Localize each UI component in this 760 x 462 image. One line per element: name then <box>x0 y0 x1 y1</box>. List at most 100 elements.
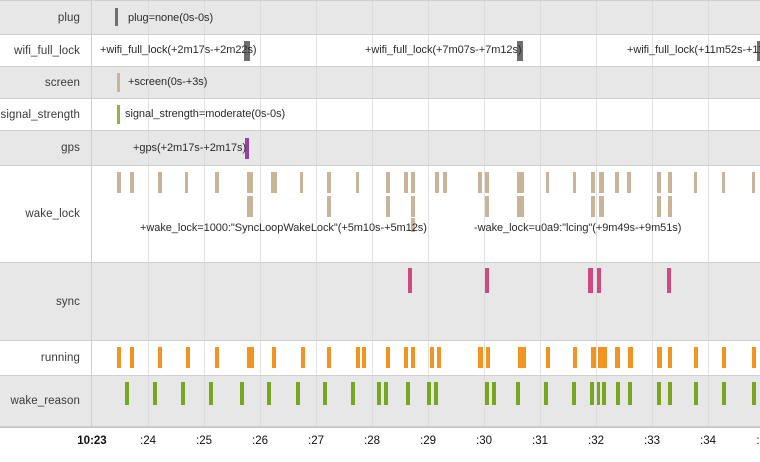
event-bar-wifi_full_lock[interactable] <box>517 41 523 61</box>
event-bar-running[interactable] <box>668 347 672 368</box>
timeline-row-wifi_full_lock[interactable]: wifi_full_lock +wifi_full_lock(+2m17s-+2m… <box>0 35 760 67</box>
event-bar-wake_reason[interactable] <box>427 382 431 405</box>
event-bar-running[interactable] <box>411 347 415 368</box>
event-bar-wake_lock[interactable] <box>478 172 482 193</box>
event-bar-wake_reason[interactable] <box>296 382 300 405</box>
event-bar-wake_lock[interactable] <box>591 172 595 193</box>
event-bar-wake_reason[interactable] <box>752 382 756 405</box>
event-bar-wake_reason[interactable] <box>377 382 381 405</box>
event-bar-running[interactable] <box>117 347 121 368</box>
event-bar-wake_reason[interactable] <box>492 382 496 405</box>
event-bar-wake_lock[interactable] <box>435 172 439 193</box>
event-bar-wake_lock[interactable] <box>615 172 619 193</box>
event-bar-wake_reason[interactable] <box>657 382 661 405</box>
event-bar-wake_reason[interactable] <box>628 382 632 405</box>
event-bar-wake_reason[interactable] <box>668 382 672 405</box>
event-bar-sync[interactable] <box>667 268 671 293</box>
event-bar-wake_lock[interactable] <box>386 172 390 193</box>
event-bar-wake_reason[interactable] <box>602 382 606 405</box>
event-bar-sync[interactable] <box>588 268 593 293</box>
event-bar-running[interactable] <box>130 347 134 368</box>
row-plot-wake_lock[interactable]: +wake_lock=1000:"SyncLoopWakeLock"(+5m10… <box>92 166 760 262</box>
event-bar-plug[interactable] <box>115 8 118 26</box>
event-bar-wake_lock[interactable] <box>185 172 188 193</box>
timeline-row-gps[interactable]: gps +gps(+2m17s-+2m17s) <box>0 131 760 166</box>
event-bar-running[interactable] <box>437 347 441 368</box>
event-bar-running[interactable] <box>615 347 620 368</box>
event-bar-wake_lock[interactable] <box>517 196 524 217</box>
event-bar-wake_lock[interactable] <box>327 196 331 217</box>
event-bar-running[interactable] <box>272 347 276 368</box>
event-bar-wake_reason[interactable] <box>209 382 213 405</box>
event-bar-wake_lock[interactable] <box>694 172 697 193</box>
event-bar-wake_reason[interactable] <box>572 382 576 405</box>
event-bar-wake_reason[interactable] <box>267 382 271 405</box>
event-bar-wake_lock[interactable] <box>356 172 359 193</box>
event-bar-running[interactable] <box>722 347 726 368</box>
event-bar-wake_lock[interactable] <box>599 172 604 193</box>
event-bar-running[interactable] <box>327 347 331 368</box>
timeline-row-screen[interactable]: screen +screen(0s-+3s) <box>0 67 760 99</box>
event-bar-running[interactable] <box>598 347 607 368</box>
event-bar-wake_lock[interactable] <box>722 172 725 193</box>
event-bar-wifi_full_lock[interactable] <box>757 41 760 61</box>
event-bar-wifi_full_lock[interactable] <box>244 41 250 61</box>
event-bar-wake_lock[interactable] <box>668 196 672 217</box>
event-bar-running[interactable] <box>573 347 577 368</box>
event-bar-wake_reason[interactable] <box>694 382 698 405</box>
event-bar-running[interactable] <box>356 347 360 368</box>
event-bar-running[interactable] <box>158 347 162 368</box>
event-bar-wake_reason[interactable] <box>544 382 548 405</box>
event-bar-wake_lock[interactable] <box>599 196 604 217</box>
event-bar-wake_lock[interactable] <box>657 196 661 217</box>
event-bar-screen[interactable] <box>117 73 120 92</box>
event-bar-wake_lock[interactable] <box>573 172 576 193</box>
event-bar-running[interactable] <box>215 347 219 368</box>
event-bar-wake_lock[interactable] <box>215 172 219 193</box>
event-bar-wake_lock[interactable] <box>668 172 672 193</box>
timeline-row-wake_lock[interactable]: wake_lock +wake_lock=1000:"SyncLoopWakeLo… <box>0 166 760 263</box>
event-bar-wake_lock[interactable] <box>158 172 162 193</box>
event-bar-wake_lock[interactable] <box>247 172 253 193</box>
event-bar-running[interactable] <box>186 347 190 368</box>
event-bar-wake_lock[interactable] <box>443 172 447 193</box>
row-plot-wifi_full_lock[interactable]: +wifi_full_lock(+2m17s-+2m22s) +wifi_full… <box>92 35 760 66</box>
timeline-row-running[interactable]: running <box>0 341 760 376</box>
event-bar-wake_reason[interactable] <box>434 382 438 405</box>
event-bar-wake_lock[interactable] <box>657 172 661 193</box>
event-bar-wake_lock[interactable] <box>627 172 631 193</box>
timeline-row-signal_strength[interactable]: signal_strength signal_strength=moderate(… <box>0 99 760 131</box>
row-plot-running[interactable] <box>92 341 760 375</box>
event-bar-wake_lock[interactable] <box>130 172 134 193</box>
event-bar-wake_reason[interactable] <box>616 382 620 405</box>
event-bar-wake_lock[interactable] <box>546 172 549 193</box>
event-bar-wake_reason[interactable] <box>125 382 129 405</box>
event-bar-running[interactable] <box>404 347 408 368</box>
event-bar-running[interactable] <box>301 347 305 368</box>
event-bar-running[interactable] <box>486 347 490 368</box>
event-bar-wake_reason[interactable] <box>351 382 355 405</box>
event-bar-wake_lock[interactable] <box>117 172 121 193</box>
timeline-row-plug[interactable]: plug plug=none(0s-0s) <box>0 1 760 35</box>
event-bar-wake_lock[interactable] <box>386 196 390 217</box>
event-bar-running[interactable] <box>694 347 698 368</box>
event-bar-running[interactable] <box>628 347 633 368</box>
event-bar-wake_lock[interactable] <box>752 172 755 193</box>
event-bar-wake_lock[interactable] <box>247 196 253 217</box>
event-bar-running[interactable] <box>546 347 550 368</box>
row-plot-sync[interactable] <box>92 263 760 340</box>
event-bar-wake_lock[interactable] <box>485 196 489 217</box>
event-bar-running[interactable] <box>752 347 756 368</box>
event-bar-wake_lock[interactable] <box>327 172 331 193</box>
event-bar-running[interactable] <box>657 347 662 368</box>
row-plot-screen[interactable]: +screen(0s-+3s) <box>92 67 760 98</box>
timeline-row-wake_reason[interactable]: wake_reason <box>0 376 760 427</box>
event-bar-wake_lock[interactable] <box>517 172 524 193</box>
event-bar-sync[interactable] <box>485 268 489 293</box>
event-bar-running[interactable] <box>478 347 483 368</box>
event-bar-wake_reason[interactable] <box>384 382 388 405</box>
timeline-row-sync[interactable]: sync <box>0 263 760 341</box>
event-bar-wake_reason[interactable] <box>153 382 157 405</box>
event-bar-wake_lock[interactable] <box>485 172 489 193</box>
row-plot-signal_strength[interactable]: signal_strength=moderate(0s-0s) <box>92 99 760 130</box>
